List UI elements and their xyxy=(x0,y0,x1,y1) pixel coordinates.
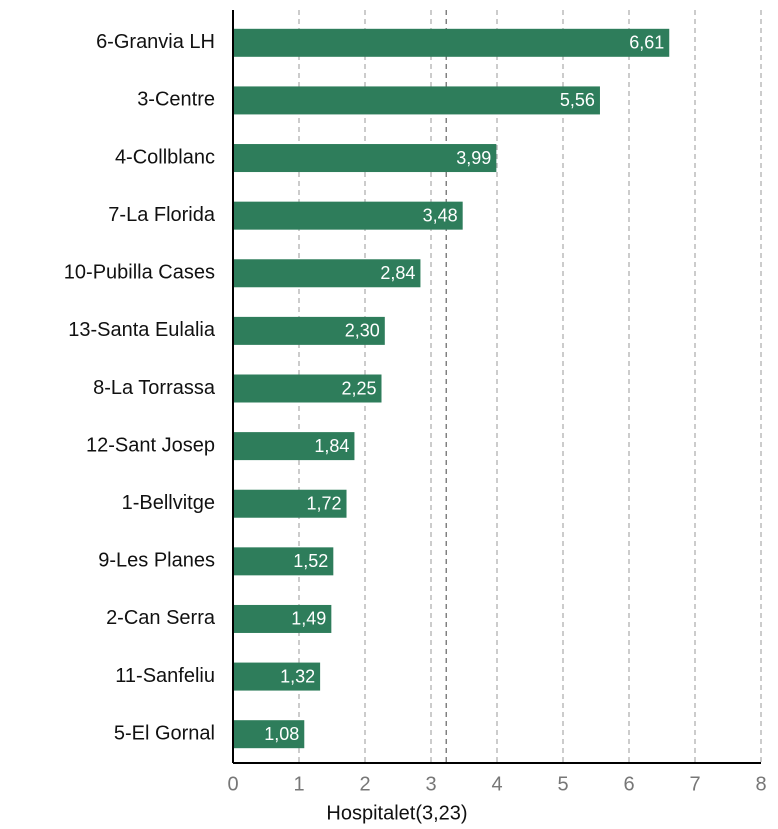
y-tick-label: 4-Collblanc xyxy=(115,146,215,168)
x-tick-label: 1 xyxy=(293,773,304,795)
x-tick-label: 4 xyxy=(491,773,502,795)
value-label: 6,61 xyxy=(629,33,664,53)
value-label: 1,08 xyxy=(264,724,299,744)
x-tick-label: 6 xyxy=(623,773,634,795)
bar xyxy=(233,259,421,288)
value-label: 1,52 xyxy=(293,551,328,571)
bar xyxy=(233,432,355,461)
bar xyxy=(233,662,321,691)
value-label: 2,25 xyxy=(341,378,376,398)
x-tick-label: 3 xyxy=(425,773,436,795)
bar xyxy=(233,144,497,173)
x-axis-label: Hospitalet(3,23) xyxy=(326,802,467,824)
y-tick-label: 9-Les Planes xyxy=(98,550,215,572)
y-tick-label: 13-Santa Eulalia xyxy=(68,319,216,341)
y-tick-label: 8-La Torrassa xyxy=(93,377,216,399)
value-label: 1,32 xyxy=(280,666,315,686)
x-tick-label: 0 xyxy=(227,773,238,795)
x-tick-label: 8 xyxy=(755,773,766,795)
bar xyxy=(233,86,600,115)
value-label: 2,30 xyxy=(345,321,380,341)
value-label: 1,84 xyxy=(314,436,349,456)
value-label: 3,99 xyxy=(456,148,491,168)
y-tick-label: 12-Sant Josep xyxy=(86,434,215,456)
y-tick-label: 10-Pubilla Cases xyxy=(64,262,215,284)
bar xyxy=(233,316,385,345)
bar xyxy=(233,28,670,57)
y-tick-label: 7-La Florida xyxy=(108,204,216,226)
x-tick-label: 2 xyxy=(359,773,370,795)
value-label: 5,56 xyxy=(560,90,595,110)
x-tick-label: 5 xyxy=(557,773,568,795)
value-label: 2,84 xyxy=(380,263,415,283)
value-label: 3,48 xyxy=(423,205,458,225)
y-tick-label: 11-Sanfeliu xyxy=(115,665,215,687)
bar xyxy=(233,489,347,518)
y-tick-label: 6-Granvia LH xyxy=(96,31,215,53)
bar xyxy=(233,720,305,749)
x-tick-label: 7 xyxy=(689,773,700,795)
value-label: 1,49 xyxy=(291,609,326,629)
value-label: 1,72 xyxy=(306,493,341,513)
y-tick-label: 1-Bellvitge xyxy=(122,492,215,514)
y-tick-label: 3-Centre xyxy=(137,89,215,111)
y-tick-label: 5-El Gornal xyxy=(114,722,215,744)
bar xyxy=(233,547,334,576)
bar xyxy=(233,201,463,230)
bar xyxy=(233,604,332,633)
y-tick-label: 2-Can Serra xyxy=(106,607,216,629)
bar xyxy=(233,374,382,403)
